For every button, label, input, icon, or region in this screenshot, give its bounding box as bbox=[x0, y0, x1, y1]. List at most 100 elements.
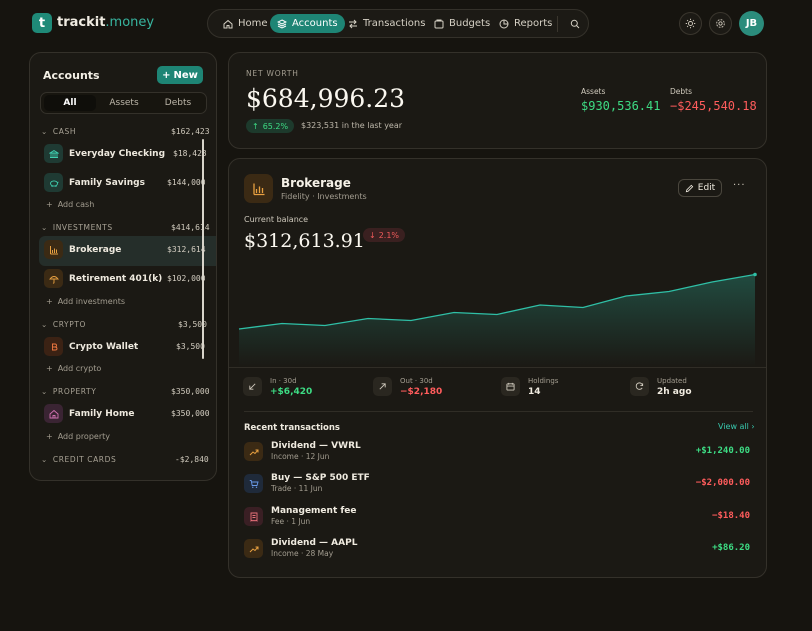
account-everyday-checking[interactable]: Everyday Checking bbox=[69, 149, 166, 159]
group-header-property[interactable]: ⌄ PROPERTY bbox=[41, 387, 97, 396]
transaction-meta: Fee · 1 Jun bbox=[271, 517, 311, 526]
account-value: $18,423 bbox=[173, 149, 207, 158]
filter-debts[interactable]: Debts bbox=[164, 98, 192, 108]
piggy-icon bbox=[44, 173, 63, 192]
plus-icon: + bbox=[46, 200, 53, 209]
group-header-crypto[interactable]: ⌄ CRYPTO bbox=[41, 320, 87, 329]
arrows-icon bbox=[349, 19, 357, 28]
assets-value: $930,536.41 bbox=[581, 99, 661, 113]
chevron-down-icon: ⌄ bbox=[41, 320, 48, 329]
nav-home[interactable]: Home bbox=[216, 14, 275, 33]
main-nav: Home Accounts Transactions Budgets Repor… bbox=[207, 9, 589, 38]
nav-accounts[interactable]: Accounts bbox=[270, 14, 345, 33]
account-retirement-401k[interactable]: Retirement 401(k) bbox=[69, 274, 163, 284]
search-icon bbox=[570, 19, 580, 28]
more-options-button[interactable]: ··· bbox=[733, 180, 746, 191]
net-worth-label: NET WORTH bbox=[246, 69, 299, 78]
account-subtitle: Fidelity · Investments bbox=[281, 192, 367, 201]
logo-text[interactable]: trackit.money bbox=[57, 15, 155, 30]
nav-budgets[interactable]: Budgets bbox=[427, 14, 497, 33]
bar-chart-icon bbox=[44, 240, 63, 259]
refresh-icon bbox=[630, 377, 649, 396]
account-brokerage[interactable]: Brokerage bbox=[69, 245, 122, 255]
avatar[interactable]: JB bbox=[739, 11, 764, 36]
group-header-credit-cards[interactable]: ⌄ CREDIT CARDS bbox=[41, 455, 117, 464]
chevron-down-icon: ⌄ bbox=[41, 387, 48, 396]
balance-area-chart bbox=[238, 272, 757, 367]
transaction-name[interactable]: Dividend — AAPL bbox=[271, 538, 358, 548]
sidebar-title: Accounts bbox=[43, 69, 100, 82]
filter-assets[interactable]: Assets bbox=[109, 98, 139, 108]
calendar-icon bbox=[501, 377, 520, 396]
net-worth-card: NET WORTH $684,996.23 ↑ 65.2% $323,531 in… bbox=[228, 52, 767, 149]
accounts-sidebar: Accounts + New All Assets Debts ⌄ CASH $16… bbox=[29, 52, 217, 481]
account-value: $312,614 bbox=[167, 245, 206, 254]
add-cash-link[interactable]: + Add cash bbox=[46, 200, 95, 209]
umbrella-icon bbox=[44, 269, 63, 288]
net-worth-change-text: $323,531 in the last year bbox=[301, 121, 403, 130]
new-account-button[interactable]: + New bbox=[157, 66, 203, 84]
chart-area-fill bbox=[239, 274, 755, 367]
balance-value: $312,613.91 bbox=[244, 230, 365, 252]
group-header-cash[interactable]: ⌄ CASH bbox=[41, 127, 77, 136]
transaction-meta: Income · 12 Jun bbox=[271, 452, 330, 461]
balance-label: Current balance bbox=[244, 215, 309, 224]
settings-button[interactable] bbox=[709, 12, 732, 35]
balance-change-badge: ↓ 2.1% bbox=[363, 228, 406, 242]
plus-icon: + bbox=[46, 432, 53, 441]
transaction-amount: +$1,240.00 bbox=[695, 446, 750, 456]
pencil-icon bbox=[685, 184, 694, 192]
arrow-up-icon: ↑ bbox=[252, 121, 259, 131]
receipt-icon bbox=[244, 507, 263, 526]
transaction-name[interactable]: Buy — S&P 500 ETF bbox=[271, 473, 370, 483]
group-total: $414,614 bbox=[171, 223, 210, 232]
transaction-name[interactable]: Management fee bbox=[271, 506, 357, 516]
trend-up-icon bbox=[244, 539, 263, 558]
debts-value: −$245,540.18 bbox=[670, 99, 757, 113]
account-value: $102,000 bbox=[167, 274, 206, 283]
group-total: $350,000 bbox=[171, 387, 210, 396]
nav-reports[interactable]: Reports bbox=[492, 14, 559, 33]
account-family-home[interactable]: Family Home bbox=[69, 409, 135, 419]
arrow-down-left-icon bbox=[243, 377, 262, 396]
account-value: $3,500 bbox=[176, 342, 205, 351]
transaction-amount: −$18.40 bbox=[712, 511, 750, 521]
layers-icon bbox=[277, 18, 287, 29]
group-total: $162,423 bbox=[171, 127, 210, 136]
view-all-link[interactable]: View all › bbox=[718, 422, 755, 431]
home-icon bbox=[223, 19, 233, 28]
trend-up-icon bbox=[244, 442, 263, 461]
divider bbox=[244, 411, 753, 412]
add-crypto-link[interactable]: + Add crypto bbox=[46, 364, 102, 373]
nav-search[interactable] bbox=[563, 14, 587, 33]
account-family-savings[interactable]: Family Savings bbox=[69, 178, 145, 188]
pie-icon bbox=[499, 19, 509, 28]
plus-icon: + bbox=[162, 69, 171, 81]
cart-icon bbox=[244, 474, 263, 493]
add-property-link[interactable]: + Add property bbox=[46, 432, 110, 441]
account-title: Brokerage bbox=[281, 176, 351, 190]
plus-icon: + bbox=[46, 364, 53, 373]
group-total: -$2,840 bbox=[175, 455, 209, 464]
bar-chart-icon bbox=[244, 174, 273, 203]
edit-button[interactable]: Edit bbox=[678, 179, 722, 197]
nav-transactions[interactable]: Transactions bbox=[341, 14, 432, 33]
group-header-investments[interactable]: ⌄ INVESTMENTS bbox=[41, 223, 113, 232]
recent-transactions-title: Recent transactions bbox=[244, 423, 340, 433]
net-worth-change-badge: ↑ 65.2% bbox=[246, 119, 295, 133]
selected-account-highlight bbox=[39, 236, 216, 266]
sidebar-scrollbar[interactable] bbox=[202, 139, 204, 359]
filter-all[interactable]: All bbox=[44, 95, 96, 111]
transaction-name[interactable]: Dividend — VWRL bbox=[271, 441, 361, 451]
transaction-amount: +$86.20 bbox=[712, 543, 750, 553]
add-investments-link[interactable]: + Add investments bbox=[46, 297, 126, 306]
plus-icon: + bbox=[46, 297, 53, 306]
account-crypto-wallet[interactable]: Crypto Wallet bbox=[69, 342, 139, 352]
account-filter: All Assets Debts bbox=[40, 92, 207, 114]
group-total: $3,500 bbox=[178, 320, 207, 329]
house-icon bbox=[44, 404, 63, 423]
chevron-down-icon: ⌄ bbox=[41, 127, 48, 136]
theme-toggle-button[interactable] bbox=[679, 12, 702, 35]
logo-icon[interactable]: t bbox=[32, 13, 52, 33]
divider bbox=[229, 367, 766, 368]
